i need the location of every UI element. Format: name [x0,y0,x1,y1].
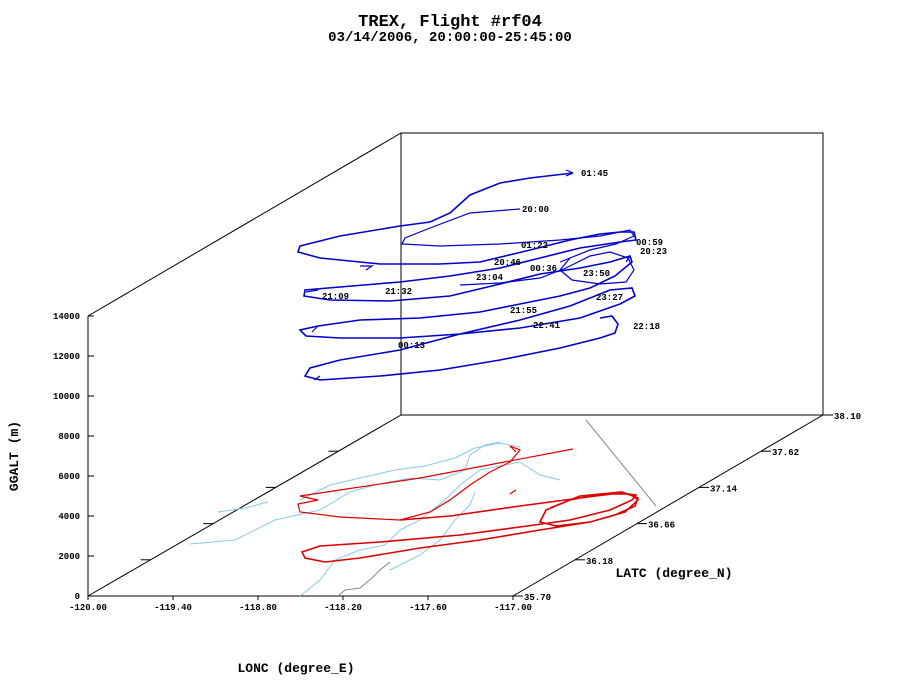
y-axis-ticks: 35.70 36.18 36.66 37.14 37.62 38.10 [513,412,861,603]
x-axis-ticks: -120.00 -119.40 -118.80 -118.20 -117.60 -117.… [69,596,532,613]
time-label: 20:23 [640,247,667,257]
chart-title: TREX, Flight #rf04 [358,13,542,32]
y-tick-label: 38.10 [834,412,861,422]
z-tick-label: 2000 [58,552,80,562]
z-tick-label: 4000 [58,512,80,522]
time-label: 21:55 [510,306,537,316]
time-label: 00:59 [636,238,663,248]
plot-box [87,132,824,597]
time-label: 00:13 [398,341,425,351]
x-tick-label: -117.00 [494,603,532,613]
time-label: 22:41 [533,321,561,331]
time-label: 00:36 [530,264,557,274]
z-tick-label: 10000 [53,392,80,402]
x-tick-label: -118.20 [324,603,362,613]
z-tick-label: 8000 [58,432,80,442]
time-label: 23:27 [596,293,623,303]
time-label: 01:45 [581,169,608,179]
x-tick-label: -118.80 [239,603,277,613]
time-label: 20:46 [494,258,521,268]
time-label: 21:09 [322,292,349,302]
flight-track-3d [296,169,637,381]
time-label: 23:04 [476,273,504,283]
x-axis-label: LONC (degree_E) [237,661,354,676]
x-tick-label: -119.40 [154,603,192,613]
y-tick-label: 37.62 [772,448,799,458]
z-axis-label: GGALT (m) [7,421,22,491]
y-axis-label: LATC (degree_N) [615,566,732,581]
x-tick-label: -117.60 [409,603,447,613]
ground-track-shadow [297,445,640,563]
z-axis-ticks: 0 2000 4000 6000 8000 10000 12000 14000 [53,312,339,602]
y-tick-label: 35.70 [524,593,551,603]
terrain-lines [189,419,657,597]
time-label: 22:18 [633,322,660,332]
time-label: 01:22 [521,241,548,251]
time-label: 21:32 [385,287,412,297]
time-label: 20:00 [522,205,549,215]
y-tick-label: 36.66 [648,521,675,531]
z-tick-label: 12000 [53,352,80,362]
y-tick-label: 36.18 [586,557,613,567]
z-tick-label: 6000 [58,472,80,482]
chart-subtitle: 03/14/2006, 20:00:00-25:45:00 [328,30,572,46]
time-label: 23:50 [583,269,610,279]
z-tick-label: 14000 [53,312,80,322]
x-tick-label: -120.00 [69,603,107,613]
y-tick-label: 37.14 [710,484,738,494]
z-tick-label: 0 [75,592,80,602]
